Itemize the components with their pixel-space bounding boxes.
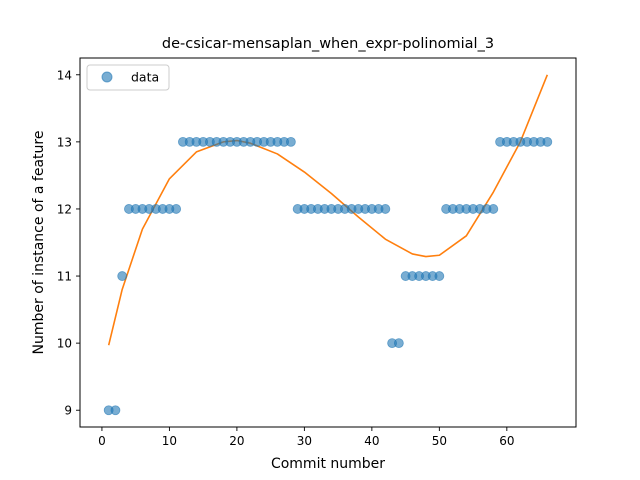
y-tick-label: 10 <box>57 337 72 351</box>
x-tick-label: 30 <box>297 434 312 448</box>
axes-frame <box>79 57 577 428</box>
legend: data <box>86 64 170 91</box>
data-point <box>117 271 128 281</box>
x-axis-ticks: 0 10 20 30 40 50 60 <box>98 427 514 448</box>
data-point <box>542 136 553 147</box>
y-tick-label: 9 <box>64 404 72 418</box>
legend-marker-data <box>101 71 113 83</box>
legend-frame <box>86 64 170 91</box>
data-point <box>285 136 296 147</box>
x-tick-label: 40 <box>364 434 379 448</box>
fit-curve <box>107 74 549 346</box>
data-point <box>434 271 445 281</box>
data-point <box>110 405 121 416</box>
y-tick-label: 13 <box>57 135 72 149</box>
y-tick-label: 11 <box>57 270 72 284</box>
data-point <box>488 204 499 214</box>
data-point <box>171 204 182 214</box>
x-tick-label: 60 <box>499 434 514 448</box>
y-tick-label: 14 <box>57 68 72 82</box>
x-tick-label: 20 <box>229 434 244 448</box>
plot-area <box>103 74 553 416</box>
data-point <box>380 204 391 214</box>
x-tick-label: 10 <box>162 434 177 448</box>
y-axis-label: Number of instance of a feature <box>31 131 47 355</box>
x-tick-label: 0 <box>98 434 106 448</box>
x-axis-label: Commit number <box>271 456 385 472</box>
y-axis-ticks: 9 10 11 12 13 14 <box>57 68 80 418</box>
chart-title: de-csicar-mensaplan_when_expr-polinomial… <box>162 36 494 52</box>
x-tick-label: 50 <box>432 434 447 448</box>
data-point <box>393 338 404 349</box>
y-tick-label: 12 <box>57 202 72 216</box>
legend-label-data: data <box>131 70 159 85</box>
